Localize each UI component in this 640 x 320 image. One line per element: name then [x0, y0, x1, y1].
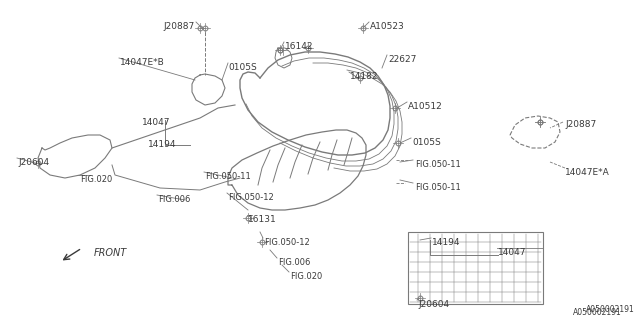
Text: 0105S: 0105S: [412, 138, 441, 147]
Text: 16131: 16131: [248, 215, 276, 224]
Text: 14047: 14047: [498, 248, 527, 257]
Text: 22627: 22627: [388, 55, 417, 64]
Text: 14194: 14194: [148, 140, 177, 149]
Text: FIG.020: FIG.020: [290, 272, 323, 281]
Text: 0105S: 0105S: [228, 63, 257, 72]
Text: 14182: 14182: [350, 72, 378, 81]
Text: FIG.050-12: FIG.050-12: [228, 193, 274, 202]
Text: A10523: A10523: [370, 22, 404, 31]
Bar: [408, 232, 543, 304]
Text: A050002191: A050002191: [586, 305, 635, 314]
Text: FRONT: FRONT: [94, 248, 127, 258]
Text: FIG.050-11: FIG.050-11: [415, 160, 461, 169]
Text: 14047: 14047: [142, 118, 170, 127]
Text: 14047E*B: 14047E*B: [120, 58, 164, 67]
Text: J20604: J20604: [418, 300, 449, 309]
Text: 16142: 16142: [285, 42, 314, 51]
Text: FIG.006: FIG.006: [278, 258, 310, 267]
Text: FIG.020: FIG.020: [80, 175, 112, 184]
Text: FIG.050-11: FIG.050-11: [415, 183, 461, 192]
Text: 14194: 14194: [432, 238, 461, 247]
Text: FIG.050-11: FIG.050-11: [205, 172, 251, 181]
Text: J20887: J20887: [164, 22, 195, 31]
Text: J20887: J20887: [565, 120, 596, 129]
Text: FIG.050-12: FIG.050-12: [264, 238, 310, 247]
Text: A050002191: A050002191: [573, 308, 622, 317]
Text: J20604: J20604: [18, 158, 49, 167]
Text: FIG.006: FIG.006: [158, 195, 190, 204]
Text: A10512: A10512: [408, 102, 443, 111]
Text: 14047E*A: 14047E*A: [565, 168, 610, 177]
